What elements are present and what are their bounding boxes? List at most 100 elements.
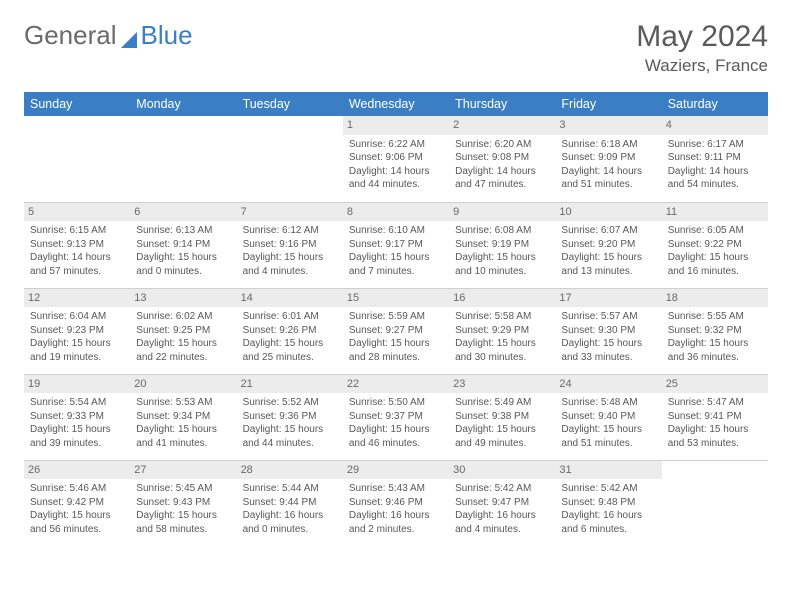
sunrise-line: Sunrise: 5:52 AM — [243, 396, 337, 410]
sunrise-line: Sunrise: 6:17 AM — [668, 138, 762, 152]
day-cell: 28Sunrise: 5:44 AMSunset: 9:44 PMDayligh… — [237, 460, 343, 546]
day-cell: 27Sunrise: 5:45 AMSunset: 9:43 PMDayligh… — [130, 460, 236, 546]
daylight-line: Daylight: 16 hours and 4 minutes. — [455, 509, 549, 536]
day-number: 24 — [555, 375, 661, 394]
sunset-line: Sunset: 9:44 PM — [243, 496, 337, 510]
sunset-line: Sunset: 9:42 PM — [30, 496, 124, 510]
calendar: SundayMondayTuesdayWednesdayThursdayFrid… — [24, 92, 768, 546]
daylight-line: Daylight: 15 hours and 30 minutes. — [455, 337, 549, 364]
day-number: 10 — [555, 203, 661, 222]
day-header: Saturday — [662, 92, 768, 116]
day-cell: 24Sunrise: 5:48 AMSunset: 9:40 PMDayligh… — [555, 374, 661, 460]
sunrise-line: Sunrise: 5:47 AM — [668, 396, 762, 410]
sunset-line: Sunset: 9:08 PM — [455, 151, 549, 165]
day-cell: 17Sunrise: 5:57 AMSunset: 9:30 PMDayligh… — [555, 288, 661, 374]
week-row: 5Sunrise: 6:15 AMSunset: 9:13 PMDaylight… — [24, 202, 768, 288]
sunrise-line: Sunrise: 6:10 AM — [349, 224, 443, 238]
day-number: 23 — [449, 375, 555, 394]
sunrise-line: Sunrise: 6:22 AM — [349, 138, 443, 152]
day-cell — [237, 116, 343, 202]
day-cell: 3Sunrise: 6:18 AMSunset: 9:09 PMDaylight… — [555, 116, 661, 202]
sunrise-line: Sunrise: 5:43 AM — [349, 482, 443, 496]
page-title: May 2024 — [636, 20, 768, 54]
day-cell: 26Sunrise: 5:46 AMSunset: 9:42 PMDayligh… — [24, 460, 130, 546]
day-header: Friday — [555, 92, 661, 116]
sunset-line: Sunset: 9:48 PM — [561, 496, 655, 510]
day-number: 28 — [237, 461, 343, 480]
day-cell: 22Sunrise: 5:50 AMSunset: 9:37 PMDayligh… — [343, 374, 449, 460]
sunset-line: Sunset: 9:11 PM — [668, 151, 762, 165]
day-number: 14 — [237, 289, 343, 308]
logo-text-2: Blue — [141, 20, 193, 51]
day-cell: 13Sunrise: 6:02 AMSunset: 9:25 PMDayligh… — [130, 288, 236, 374]
sunset-line: Sunset: 9:40 PM — [561, 410, 655, 424]
day-cell: 21 Sunrise: 5:52 AMSunset: 9:36 PMDayligh… — [237, 374, 343, 460]
daylight-line: Daylight: 15 hours and 39 minutes. — [30, 423, 124, 450]
day-cell: 31 Sunrise: 5:42 AMSunset: 9:48 PMDayligh… — [555, 460, 661, 546]
day-number: 21 — [237, 375, 343, 394]
sunset-line: Sunset: 9:14 PM — [136, 238, 230, 252]
daylight-line: Daylight: 15 hours and 44 minutes. — [243, 423, 337, 450]
day-cell: 20Sunrise: 5:53 AMSunset: 9:34 PMDayligh… — [130, 374, 236, 460]
day-cell: 12Sunrise: 6:04 AMSunset: 9:23 PMDayligh… — [24, 288, 130, 374]
day-number: 16 — [449, 289, 555, 308]
daylight-line: Daylight: 14 hours and 44 minutes. — [349, 165, 443, 192]
week-row: 26Sunrise: 5:46 AMSunset: 9:42 PMDayligh… — [24, 460, 768, 546]
day-cell: 6Sunrise: 6:13 AMSunset: 9:14 PMDaylight… — [130, 202, 236, 288]
day-number: 15 — [343, 289, 449, 308]
sunset-line: Sunset: 9:32 PM — [668, 324, 762, 338]
day-number: 7 — [237, 203, 343, 222]
sunrise-line: Sunrise: 5:50 AM — [349, 396, 443, 410]
day-header: Sunday — [24, 92, 130, 116]
sunset-line: Sunset: 9:25 PM — [136, 324, 230, 338]
daylight-line: Daylight: 15 hours and 46 minutes. — [349, 423, 443, 450]
sunrise-line: Sunrise: 5:55 AM — [668, 310, 762, 324]
sunset-line: Sunset: 9:33 PM — [30, 410, 124, 424]
day-number: 13 — [130, 289, 236, 308]
daylight-line: Daylight: 16 hours and 6 minutes. — [561, 509, 655, 536]
day-number: 8 — [343, 203, 449, 222]
daylight-line: Daylight: 14 hours and 51 minutes. — [561, 165, 655, 192]
day-cell: 10Sunrise: 6:07 AMSunset: 9:20 PMDayligh… — [555, 202, 661, 288]
sunrise-line: Sunrise: 5:42 AM — [455, 482, 549, 496]
sunset-line: Sunset: 9:43 PM — [136, 496, 230, 510]
sunrise-line: Sunrise: 6:04 AM — [30, 310, 124, 324]
logo: General Blue — [24, 20, 193, 51]
day-cell: 8Sunrise: 6:10 AMSunset: 9:17 PMDaylight… — [343, 202, 449, 288]
day-number: 4 — [662, 116, 768, 135]
day-number: 26 — [24, 461, 130, 480]
sunrise-line: Sunrise: 5:57 AM — [561, 310, 655, 324]
day-cell: 2Sunrise: 6:20 AMSunset: 9:08 PMDaylight… — [449, 116, 555, 202]
sunset-line: Sunset: 9:22 PM — [668, 238, 762, 252]
sunset-line: Sunset: 9:47 PM — [455, 496, 549, 510]
day-cell: 14Sunrise: 6:01 AMSunset: 9:26 PMDayligh… — [237, 288, 343, 374]
title-block: May 2024 Waziers, France — [636, 20, 768, 76]
sunset-line: Sunset: 9:38 PM — [455, 410, 549, 424]
day-cell — [130, 116, 236, 202]
header: General Blue May 2024 Waziers, France — [24, 20, 768, 76]
day-number: 25 — [662, 375, 768, 394]
sunrise-line: Sunrise: 5:49 AM — [455, 396, 549, 410]
daylight-line: Daylight: 14 hours and 47 minutes. — [455, 165, 549, 192]
day-number: 31 — [555, 461, 661, 480]
logo-sail-icon — [119, 26, 139, 46]
sunrise-line: Sunrise: 5:44 AM — [243, 482, 337, 496]
day-cell: 15Sunrise: 5:59 AMSunset: 9:27 PMDayligh… — [343, 288, 449, 374]
daylight-line: Daylight: 15 hours and 7 minutes. — [349, 251, 443, 278]
daylight-line: Daylight: 15 hours and 4 minutes. — [243, 251, 337, 278]
daylight-line: Daylight: 15 hours and 22 minutes. — [136, 337, 230, 364]
sunrise-line: Sunrise: 6:15 AM — [30, 224, 124, 238]
sunrise-line: Sunrise: 6:12 AM — [243, 224, 337, 238]
day-cell: 9Sunrise: 6:08 AMSunset: 9:19 PMDaylight… — [449, 202, 555, 288]
sunset-line: Sunset: 9:36 PM — [243, 410, 337, 424]
sunrise-line: Sunrise: 6:01 AM — [243, 310, 337, 324]
sunset-line: Sunset: 9:46 PM — [349, 496, 443, 510]
day-number: 9 — [449, 203, 555, 222]
day-number: 30 — [449, 461, 555, 480]
calendar-head: SundayMondayTuesdayWednesdayThursdayFrid… — [24, 92, 768, 116]
sunset-line: Sunset: 9:26 PM — [243, 324, 337, 338]
sunrise-line: Sunrise: 5:42 AM — [561, 482, 655, 496]
calendar-body: 1Sunrise: 6:22 AMSunset: 9:06 PMDaylight… — [24, 116, 768, 546]
logo-text-1: General — [24, 20, 117, 51]
day-cell: 4Sunrise: 6:17 AMSunset: 9:11 PMDaylight… — [662, 116, 768, 202]
